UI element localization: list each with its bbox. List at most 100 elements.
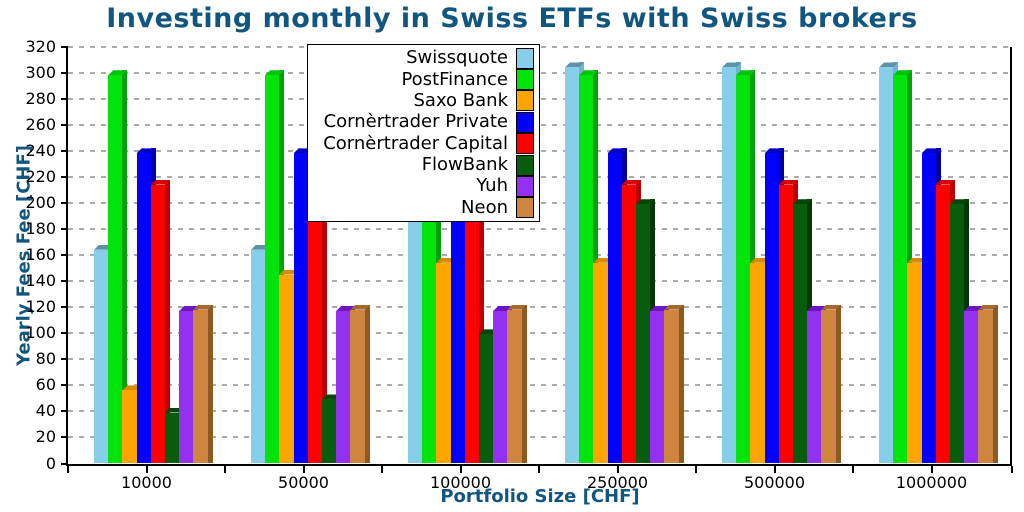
gridline-120 <box>68 306 1010 309</box>
bar-Cornèrtrader Private-1000000 <box>921 153 936 464</box>
bar-Swissquote-500000 <box>722 67 737 464</box>
y-tick-260 <box>61 123 68 126</box>
bar-cap-Cornèrtrader Capital-1000000 <box>936 180 955 185</box>
y-tick-label-80: 80 <box>35 349 56 369</box>
y-tick-label-160: 160 <box>25 245 56 265</box>
y-tick-180 <box>61 228 68 231</box>
bar-cap-Saxo Bank-50000 <box>279 270 298 275</box>
y-tick-100 <box>61 332 68 335</box>
bar-side-Cornèrtrader Capital-100000 <box>479 179 484 464</box>
bar-Swissquote-10000 <box>94 249 109 464</box>
y-tick-label-200: 200 <box>25 193 56 213</box>
x-tick-minor-5 <box>852 465 854 473</box>
x-tick-label-50000: 50000 <box>278 472 329 492</box>
y-tick-140 <box>61 280 68 283</box>
x-tick-500000 <box>773 465 776 473</box>
y-tick-60 <box>61 384 68 387</box>
bar-cap-PostFinance-250000 <box>579 70 598 75</box>
legend-label: Swissquote <box>406 47 508 69</box>
bar-Neon-500000 <box>821 309 836 464</box>
legend-swatch-Saxo Bank <box>516 90 534 112</box>
bar-Neon-250000 <box>664 309 679 464</box>
legend-label: Neon <box>461 196 508 218</box>
bar-Swissquote-250000 <box>565 67 580 464</box>
x-tick-100000 <box>459 465 462 473</box>
y-tick-20 <box>61 436 68 439</box>
bar-cap-FlowBank-10000 <box>165 408 184 413</box>
bar-Swissquote-100000 <box>408 197 423 464</box>
x-tick-label-10000: 10000 <box>121 472 172 492</box>
bar-side-PostFinance-10000 <box>122 70 128 464</box>
y-tick-label-240: 240 <box>25 141 56 161</box>
bar-PostFinance-10000 <box>108 75 123 464</box>
bar-cap-Cornèrtrader Private-50000 <box>294 148 313 153</box>
bar-FlowBank-250000 <box>636 204 651 464</box>
bar-Saxo Bank-250000 <box>593 262 608 464</box>
y-tick-label-260: 260 <box>25 114 56 134</box>
gridline-60 <box>68 384 1010 387</box>
bar-PostFinance-500000 <box>736 75 751 464</box>
legend-label: FlowBank <box>421 154 508 176</box>
bar-cap-Yuh-1000000 <box>964 306 983 311</box>
bar-Saxo Bank-50000 <box>279 274 294 464</box>
x-tick-label-250000: 250000 <box>586 472 649 492</box>
bar-Cornèrtrader Capital-100000 <box>464 184 479 464</box>
y-tick-label-300: 300 <box>25 62 56 82</box>
bar-PostFinance-250000 <box>579 75 594 464</box>
bar-side-Neon-100000 <box>521 304 527 464</box>
bar-cap-Yuh-50000 <box>336 306 355 311</box>
bar-cap-FlowBank-500000 <box>793 199 812 204</box>
legend-label: Yuh <box>476 175 508 197</box>
bar-cap-Saxo Bank-100000 <box>436 258 455 263</box>
bar-side-Neon-10000 <box>207 304 213 464</box>
bar-side-Neon-500000 <box>835 304 841 464</box>
y-tick-300 <box>61 71 68 74</box>
x-tick-minor-end <box>1011 465 1013 473</box>
bar-Cornèrtrader Private-50000 <box>293 153 308 464</box>
bar-cap-Cornèrtrader Private-1000000 <box>922 148 941 153</box>
bar-Yuh-100000 <box>493 310 508 464</box>
bar-cap-Swissquote-1000000 <box>879 62 898 67</box>
bar-cap-Neon-1000000 <box>978 305 997 310</box>
gridline-20 <box>68 436 1010 439</box>
bar-Cornèrtrader Capital-10000 <box>150 184 165 464</box>
bar-cap-PostFinance-50000 <box>265 70 284 75</box>
x-tick-50000 <box>302 465 305 473</box>
y-tick-label-320: 320 <box>25 36 56 56</box>
bar-Cornèrtrader Capital-250000 <box>621 184 636 464</box>
bar-Saxo Bank-500000 <box>750 262 765 464</box>
y-tick-240 <box>61 150 68 153</box>
bar-cap-Cornèrtrader Capital-10000 <box>151 180 170 185</box>
gridline-80 <box>68 358 1010 361</box>
bar-cap-Swissquote-50000 <box>251 245 270 250</box>
x-tick-250000 <box>616 465 619 473</box>
legend-item-Neon: Neon <box>310 196 534 219</box>
bar-cap-Yuh-500000 <box>807 306 826 311</box>
legend-swatch-FlowBank <box>516 154 534 176</box>
bar-Yuh-500000 <box>807 310 822 464</box>
gridline-140 <box>68 280 1010 283</box>
bar-Neon-50000 <box>350 309 365 464</box>
y-tick-label-140: 140 <box>25 271 56 291</box>
bar-cap-Saxo Bank-1000000 <box>907 258 926 263</box>
chart-title: Investing monthly in Swiss ETFs with Swi… <box>106 3 918 34</box>
bar-side-Neon-250000 <box>678 304 684 464</box>
y-tick-160 <box>61 254 68 257</box>
bar-side-PostFinance-50000 <box>279 70 285 464</box>
bar-side-Cornèrtrader Capital-50000 <box>322 179 327 464</box>
bar-FlowBank-500000 <box>793 204 808 464</box>
x-tick-1000000 <box>930 465 933 473</box>
bar-Yuh-10000 <box>179 310 194 464</box>
legend-swatch-Swissquote <box>516 47 534 69</box>
y-tick-80 <box>61 358 68 361</box>
y-tick-label-0: 0 <box>45 453 56 473</box>
legend-swatch-Cornèrtrader Capital <box>516 133 534 155</box>
legend-swatch-Neon <box>516 197 534 219</box>
legend-swatch-Yuh <box>516 175 534 197</box>
gridline-100 <box>68 332 1010 335</box>
bar-FlowBank-1000000 <box>950 204 965 464</box>
x-tick-minor-1 <box>224 465 226 473</box>
bar-cap-Cornèrtrader Private-500000 <box>765 148 784 153</box>
bar-cap-Cornèrtrader Private-10000 <box>137 148 156 153</box>
y-tick-label-120: 120 <box>25 297 56 317</box>
